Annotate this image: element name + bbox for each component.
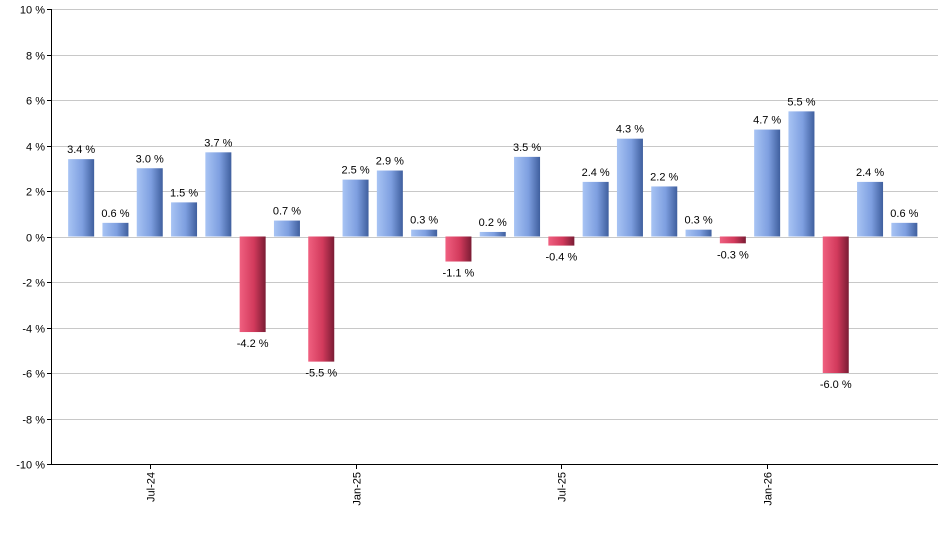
- bar-value-label: 3.4 %: [67, 144, 95, 156]
- bar-positive: [136, 168, 163, 237]
- bar-negative: [445, 236, 472, 262]
- grid-layer: [51, 9, 938, 465]
- bar-value-label: 0.3 %: [684, 215, 712, 227]
- bar-value-label: 5.5 %: [787, 96, 815, 108]
- bar-value-label: -1.1 %: [443, 268, 475, 280]
- y-tick-label: 2 %: [26, 187, 45, 199]
- bar-value-label: 0.7 %: [273, 206, 301, 218]
- bar-value-label: 0.3 %: [410, 215, 438, 227]
- bar-negative: [719, 236, 746, 244]
- bar-positive: [411, 229, 438, 237]
- bar-value-label: -6.0 %: [820, 379, 852, 391]
- bar-value-label: 0.6 %: [101, 208, 129, 220]
- bar-positive: [582, 181, 609, 237]
- bar-positive: [479, 231, 506, 237]
- y-tick-label: 8 %: [26, 51, 45, 63]
- bar-value-label: 2.9 %: [376, 156, 404, 168]
- axes: [51, 9, 938, 465]
- bar-positive: [376, 170, 403, 237]
- bar-negative: [308, 236, 335, 362]
- x-tick-label: Jul-25: [557, 472, 569, 502]
- bar-value-label: 0.2 %: [479, 217, 507, 229]
- bar-positive: [754, 129, 781, 237]
- y-tick-label: -2 %: [22, 278, 45, 290]
- bars: [68, 111, 918, 373]
- y-tick-label: -4 %: [22, 324, 45, 336]
- y-tick-label: 4 %: [26, 142, 45, 154]
- bar-value-label: 2.2 %: [650, 171, 678, 183]
- bar-value-label: 3.0 %: [136, 153, 164, 165]
- y-tick-label: 6 %: [26, 96, 45, 108]
- bar-positive: [68, 159, 95, 237]
- bar-positive: [171, 202, 198, 237]
- bar-positive: [514, 156, 541, 237]
- bar-positive: [685, 229, 712, 237]
- y-tick-label: -6 %: [22, 369, 45, 381]
- bar-negative: [548, 236, 575, 246]
- bar-value-label: 2.4 %: [582, 167, 610, 179]
- bar-negative: [822, 236, 849, 373]
- bar-value-label: -5.5 %: [305, 368, 337, 380]
- y-tick-label: -10 %: [16, 460, 45, 472]
- y-tick-label: -8 %: [22, 415, 45, 427]
- y-tick-label: 0 %: [26, 233, 45, 245]
- bar-value-label: 0.6 %: [890, 208, 918, 220]
- bar-positive: [857, 181, 884, 237]
- bar-value-label: 3.5 %: [513, 142, 541, 154]
- x-tick-label: Jul-24: [146, 472, 158, 502]
- bar-negative: [239, 236, 266, 333]
- bar-positive: [102, 222, 129, 237]
- bar-positive: [273, 220, 300, 237]
- bar-positive: [788, 111, 815, 237]
- bar-positive: [651, 186, 678, 237]
- bar-value-label: -0.3 %: [717, 249, 749, 261]
- bar-value-label: 2.4 %: [856, 167, 884, 179]
- y-axis-ticks: -10 % -8 % -6 % -4 % -2 % 0 % 2 % 4 % 6 % 8 % 10 %: [16, 5, 51, 472]
- bar-labels: 3.4 % 0.6 % 3.0 % 1.5 % 3.7 % -4.2 % 0.7 % -5.5…: [67, 96, 919, 391]
- x-tick-label: Jan-26: [763, 472, 775, 506]
- bar-positive: [342, 179, 369, 237]
- bar-value-label: 4.7 %: [753, 115, 781, 127]
- y-tick-label: 10 %: [20, 5, 45, 17]
- bar-positive: [616, 138, 643, 237]
- bar-value-label: 4.3 %: [616, 124, 644, 136]
- x-tick-label: Jan-25: [352, 472, 364, 506]
- bar-value-label: -4.2 %: [237, 338, 269, 350]
- x-axis-ticks: Jul-24 Jan-25 Jul-25 Jan-26: [146, 464, 775, 506]
- bar-positive: [205, 152, 232, 237]
- bar-value-label: 2.5 %: [341, 165, 369, 177]
- bar-positive: [891, 222, 918, 237]
- bar-value-label: 1.5 %: [170, 187, 198, 199]
- bar-value-label: 3.7 %: [204, 137, 232, 149]
- bar-value-label: -0.4 %: [545, 252, 577, 264]
